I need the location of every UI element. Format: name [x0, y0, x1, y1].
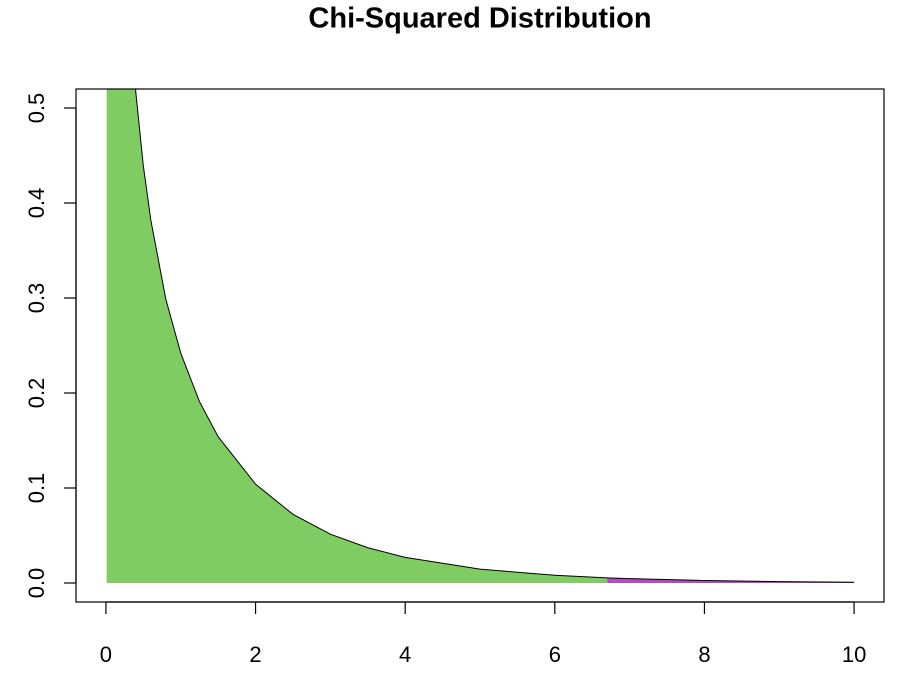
y-tick-label: 0.3 — [24, 283, 49, 314]
y-tick-label: 0.2 — [24, 378, 49, 409]
y-tick-label: 0.1 — [24, 473, 49, 504]
x-tick-label: 0 — [100, 642, 112, 667]
density-line — [135, 89, 855, 583]
x-tick-label: 8 — [698, 642, 710, 667]
shaded-region — [106, 89, 608, 583]
x-tick-label: 6 — [549, 642, 561, 667]
chart-title: Chi-Squared Distribution — [308, 3, 651, 35]
plot-area — [106, 89, 855, 583]
y-tick-label: 0.4 — [24, 188, 49, 219]
x-tick-label: 4 — [399, 642, 411, 667]
y-tick-label: 0.0 — [24, 568, 49, 599]
y-tick-label: 0.5 — [24, 93, 49, 124]
x-tick-label: 10 — [842, 642, 866, 667]
x-tick-label: 2 — [249, 642, 261, 667]
